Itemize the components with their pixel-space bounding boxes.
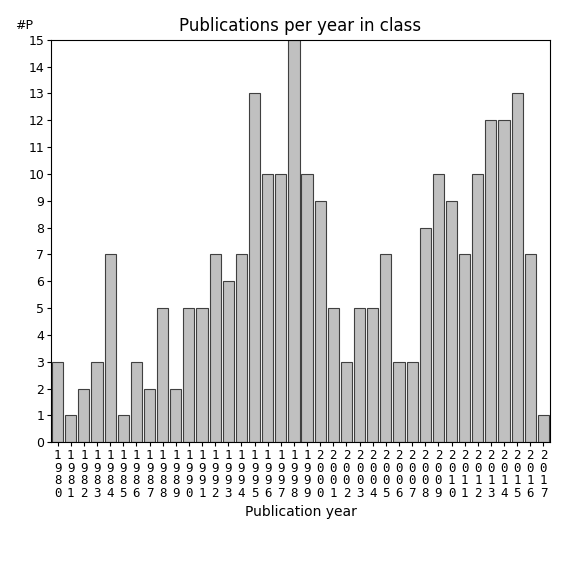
Bar [196, 308, 208, 442]
Bar [511, 94, 523, 442]
Bar [144, 388, 155, 442]
Bar [118, 416, 129, 442]
Bar [459, 255, 470, 442]
Bar [433, 174, 444, 442]
Bar [131, 362, 142, 442]
Bar [183, 308, 194, 442]
Bar [472, 174, 483, 442]
Bar [485, 120, 497, 442]
Title: Publications per year in class: Publications per year in class [179, 18, 422, 35]
Bar [78, 388, 90, 442]
Bar [52, 362, 63, 442]
Bar [354, 308, 365, 442]
Bar [302, 174, 312, 442]
Bar [65, 416, 77, 442]
Bar [289, 40, 299, 442]
Bar [223, 281, 234, 442]
Bar [328, 308, 339, 442]
Bar [420, 227, 431, 442]
Bar [157, 308, 168, 442]
X-axis label: Publication year: Publication year [244, 505, 357, 519]
Bar [498, 120, 510, 442]
Bar [538, 416, 549, 442]
Bar [91, 362, 103, 442]
Bar [407, 362, 418, 442]
Bar [249, 94, 260, 442]
Bar [210, 255, 221, 442]
Bar [524, 255, 536, 442]
Bar [367, 308, 378, 442]
Y-axis label: #P: #P [15, 19, 32, 32]
Bar [380, 255, 391, 442]
Bar [341, 362, 352, 442]
Bar [393, 362, 405, 442]
Bar [104, 255, 116, 442]
Bar [315, 201, 326, 442]
Bar [170, 388, 181, 442]
Bar [275, 174, 286, 442]
Bar [262, 174, 273, 442]
Bar [446, 201, 457, 442]
Bar [236, 255, 247, 442]
